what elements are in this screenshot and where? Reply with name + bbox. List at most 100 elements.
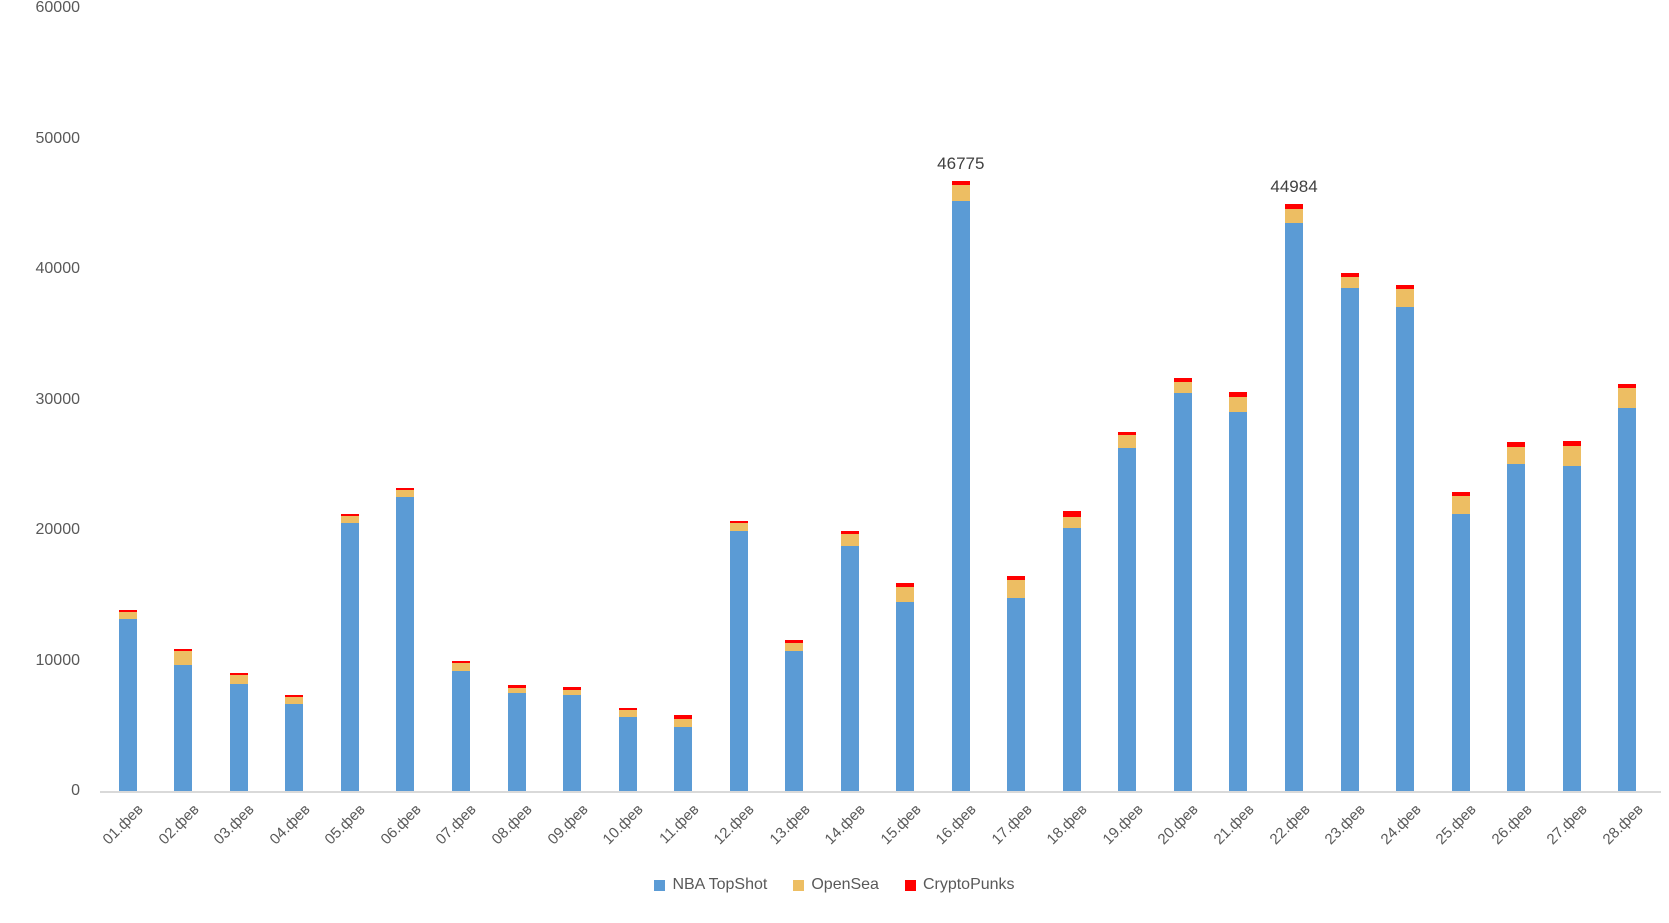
cryptopunks-swatch-icon	[904, 879, 916, 891]
bar-segment-cryptopunks	[1396, 285, 1415, 289]
bar-segment-cryptopunks	[840, 530, 859, 535]
bar-segment-cryptopunks	[1285, 203, 1304, 209]
bar-segment-opensea	[1507, 446, 1526, 465]
x-axis-label: 11.фев	[655, 801, 703, 848]
x-axis-label: 22.фев	[1266, 801, 1314, 849]
bar-segment-nba-topshot	[451, 671, 470, 791]
bar-segment-opensea	[396, 490, 415, 497]
bar-segment-nba-topshot	[285, 704, 304, 791]
bar-segment-opensea	[896, 586, 915, 603]
bar-segment-nba-topshot	[118, 618, 137, 791]
bar-segment-opensea	[729, 523, 748, 532]
x-axis-line	[100, 791, 1661, 793]
bar-segment-nba-topshot	[1340, 287, 1359, 791]
bar-segment-cryptopunks	[563, 687, 582, 691]
bar-segment-nba-topshot	[563, 695, 582, 791]
bar-segment-nba-topshot	[951, 201, 970, 791]
bar-segment-nba-topshot	[1007, 598, 1026, 791]
x-axis-label: 23.фев	[1321, 801, 1369, 849]
x-axis-label: 19.фев	[1099, 801, 1147, 849]
x-axis-label: 24.фев	[1377, 801, 1425, 849]
bar-segment-opensea	[1285, 208, 1304, 223]
x-axis-label: 06.фев	[377, 801, 425, 849]
x-axis-label: 07.фев	[432, 801, 481, 849]
bar-segment-opensea	[118, 612, 137, 619]
bar-segment-cryptopunks	[1562, 441, 1581, 447]
bar-segment-opensea	[229, 674, 248, 684]
x-axis-label: 28.фев	[1599, 801, 1647, 849]
bar-segment-cryptopunks	[285, 695, 304, 698]
bar-segment-opensea	[951, 184, 970, 202]
bar-segment-nba-topshot	[229, 683, 248, 791]
bar-segment-cryptopunks	[1340, 272, 1359, 277]
bar-segment-nba-topshot	[1173, 392, 1192, 791]
bar-segment-nba-topshot	[785, 650, 804, 791]
bar-segment-nba-topshot	[1618, 408, 1637, 791]
bar-segment-nba-topshot	[1451, 514, 1470, 791]
bar-segment-opensea	[785, 642, 804, 651]
bar-segment-cryptopunks	[951, 180, 970, 185]
bar-segment-opensea	[1451, 496, 1470, 515]
x-axis-label: 18.фев	[1043, 801, 1091, 849]
y-axis-tick-label: 20000	[35, 521, 81, 538]
bar-segment-opensea	[340, 516, 359, 524]
bar-segment-opensea	[1396, 288, 1415, 307]
bar-segment-nba-topshot	[618, 717, 637, 791]
bar-segment-nba-topshot	[674, 727, 693, 791]
bar-segment-opensea	[1340, 276, 1359, 288]
x-axis-label: 27.фев	[1543, 801, 1591, 849]
bar-segment-opensea	[1062, 517, 1081, 529]
bar-segment-opensea	[1007, 580, 1026, 599]
bar-segment-opensea	[507, 688, 526, 694]
bar-segment-opensea	[618, 709, 637, 718]
bar-segment-opensea	[1173, 381, 1192, 393]
y-axis-tick-label: 60000	[35, 0, 81, 16]
bar-segment-nba-topshot	[340, 523, 359, 791]
bar-segment-nba-topshot	[840, 546, 859, 791]
x-axis-label: 02.фев	[155, 801, 203, 849]
bar-segment-opensea	[563, 690, 582, 696]
bar-segment-nba-topshot	[729, 531, 748, 791]
y-axis-tick-label: 50000	[35, 129, 81, 147]
bar-total-data-label: 46775	[937, 153, 985, 173]
x-axis-label: 15.фев	[877, 801, 925, 849]
bar-segment-cryptopunks	[229, 672, 248, 675]
y-axis-tick-label: 0	[71, 782, 80, 799]
x-axis-label: 13.фев	[766, 801, 814, 849]
bar-segment-cryptopunks	[507, 685, 526, 689]
opensea-swatch-icon	[793, 879, 805, 891]
nba-topshot-swatch-icon	[654, 879, 666, 891]
x-axis-label: 21.фев	[1210, 801, 1258, 849]
x-axis-label: 10.фев	[599, 801, 647, 849]
bar-segment-cryptopunks	[896, 582, 915, 587]
legend-label-nba-topshot: NBA TopShot	[672, 876, 768, 893]
x-axis-label: 05.фев	[321, 801, 369, 849]
bar-segment-nba-topshot	[896, 602, 915, 791]
x-axis-label: 09.фев	[544, 801, 592, 849]
bar-segment-cryptopunks	[1507, 442, 1526, 447]
legend-label-cryptopunks: CryptoPunks	[922, 876, 1015, 893]
bar-segment-cryptopunks	[451, 660, 470, 664]
bar-segment-opensea	[285, 697, 304, 705]
bar-segment-cryptopunks	[785, 640, 804, 643]
bar-segment-nba-topshot	[1285, 222, 1304, 791]
bar-segment-opensea	[1618, 388, 1637, 409]
bar-segment-cryptopunks	[674, 714, 693, 719]
bar-segment-cryptopunks	[174, 649, 193, 652]
legend-item-opensea: OpenSea	[793, 876, 879, 894]
bar-segment-cryptopunks	[118, 610, 137, 613]
bar-segment-cryptopunks	[1007, 575, 1026, 581]
bar-segment-cryptopunks	[340, 514, 359, 517]
x-axis-label: 20.фев	[1154, 801, 1202, 849]
bar-segment-nba-topshot	[1562, 466, 1581, 791]
x-axis-label: 01.фев	[99, 801, 147, 849]
x-axis-label: 14.фев	[821, 801, 869, 849]
bar-segment-nba-topshot	[1062, 528, 1081, 791]
bar-segment-nba-topshot	[1118, 448, 1137, 791]
y-axis-tick-label: 30000	[35, 390, 81, 408]
x-axis-label: 12.фев	[710, 801, 758, 849]
bar-segment-nba-topshot	[396, 496, 415, 791]
x-axis-label: 25.фев	[1432, 801, 1480, 849]
legend-item-nba-topshot: NBA TopShot	[654, 876, 767, 894]
x-axis-label: 16.фев	[932, 801, 980, 849]
